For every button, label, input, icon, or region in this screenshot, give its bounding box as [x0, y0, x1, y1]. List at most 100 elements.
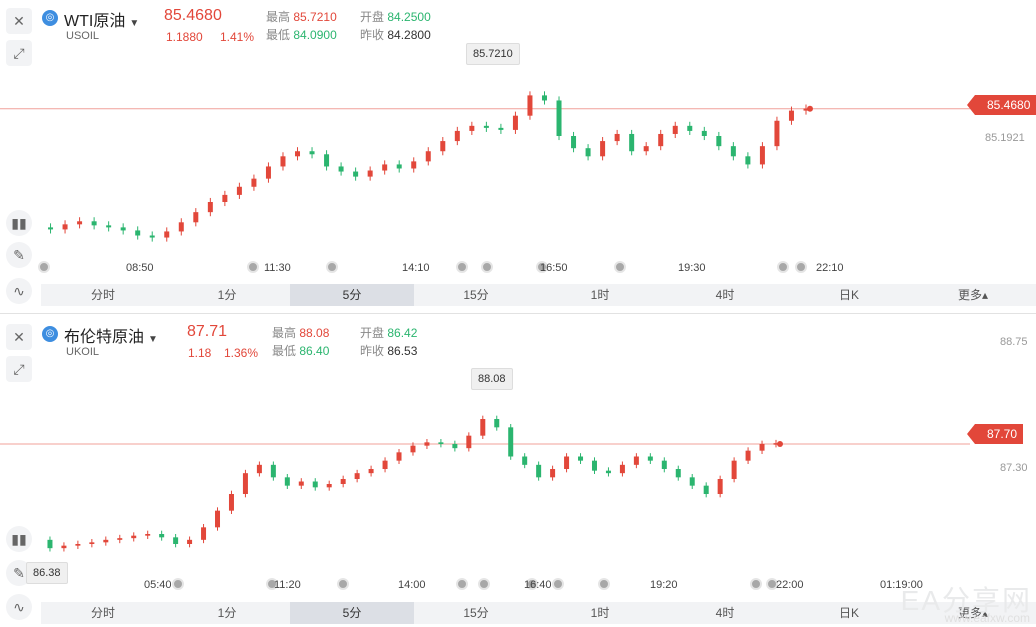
tab-timeframe-15m[interactable]: 15分 [463, 606, 489, 620]
candle-body [117, 538, 123, 540]
event-marker[interactable] [536, 261, 548, 273]
symbol-selector[interactable]: 布伦特原油 ▼ [64, 329, 158, 346]
tab-timeframe-intraday[interactable]: 分时 [90, 606, 115, 620]
expand-icon[interactable]: ⤢ [6, 356, 32, 382]
candle-body [309, 151, 315, 155]
tab-timeframe-more[interactable]: 更多▴ [957, 288, 989, 302]
brent-chart-panel: ✕ ⤢ ▮▮ ✎ ∿ ◎ 布伦特原油 ▼ UKOIL 87.71 1.18 1.3… [0, 313, 1036, 627]
candle-body [295, 151, 301, 157]
time-axis-label: 08:50 [126, 262, 154, 274]
candle-body [338, 166, 344, 172]
candle-body [164, 231, 170, 238]
candle-body [410, 445, 416, 453]
indicator-icon[interactable]: ∿ [6, 594, 32, 620]
candle-body [368, 469, 374, 474]
event-marker[interactable] [552, 578, 564, 590]
candle-body [773, 443, 779, 445]
candle-body [527, 95, 533, 116]
close-icon[interactable]: ✕ [6, 324, 32, 350]
candle-body [541, 95, 547, 101]
low-marker-label: 86.38 [26, 562, 68, 584]
time-axis-label: 16:50 [540, 262, 568, 274]
candle-body [91, 221, 97, 226]
event-marker[interactable] [456, 261, 468, 273]
time-axis-label: 11:20 [274, 579, 301, 591]
price-change-pct: 1.36% [224, 346, 259, 360]
candle-body [280, 156, 286, 167]
candle-type-icon[interactable]: ▮▮ [6, 210, 32, 236]
event-marker[interactable] [38, 261, 50, 273]
symbol-selector[interactable]: WTI原油 ▼ [64, 13, 140, 30]
event-marker[interactable] [598, 578, 610, 590]
candle-type-icon[interactable]: ▮▮ [6, 526, 32, 552]
prev-close-value: 84.2800 [387, 28, 431, 42]
tab-timeframe-intraday[interactable]: 分时 [90, 288, 115, 302]
candle-body [614, 133, 620, 142]
tab-timeframe-5m[interactable]: 5分 [290, 284, 414, 306]
event-marker[interactable] [750, 578, 762, 590]
tab-timeframe-15m[interactable]: 15分 [463, 288, 489, 302]
candle-body [605, 470, 611, 474]
wti-candlestick-chart[interactable] [0, 0, 1036, 313]
candle-body [469, 125, 475, 131]
candle-body [265, 166, 271, 179]
candle-body [425, 151, 431, 162]
candle-body [701, 130, 707, 136]
candle-body [658, 133, 664, 147]
expand-icon[interactable]: ⤢ [6, 40, 32, 66]
candle-body [703, 485, 709, 494]
low-label: 最低 [266, 28, 291, 42]
candle-body [717, 479, 723, 494]
candle-body [207, 202, 213, 213]
candle-body [745, 450, 751, 461]
event-marker[interactable] [247, 261, 259, 273]
close-icon[interactable]: ✕ [6, 8, 32, 34]
event-marker[interactable] [326, 261, 338, 273]
candle-body [89, 542, 95, 544]
event-marker[interactable] [766, 578, 778, 590]
indicator-icon[interactable]: ∿ [6, 278, 32, 304]
candle-body [382, 164, 388, 171]
brent-candlestick-chart[interactable] [0, 314, 1036, 627]
candle-body [367, 170, 373, 177]
tab-timeframe-more[interactable]: 更多▴ [957, 606, 989, 620]
high-value: 88.08 [299, 326, 330, 340]
event-marker[interactable] [266, 578, 278, 590]
tab-timeframe-5m[interactable]: 5分 [290, 602, 414, 624]
event-marker[interactable] [795, 261, 807, 273]
draw-pen-icon[interactable]: ✎ [6, 242, 32, 268]
tab-timeframe-1m[interactable]: 1分 [217, 288, 237, 302]
tab-timeframe-4h[interactable]: 4时 [715, 606, 735, 620]
tab-timeframe-1h[interactable]: 1时 [590, 606, 610, 620]
tab-timeframe-1m[interactable]: 1分 [217, 606, 237, 620]
candle-body [340, 479, 346, 484]
candle-body [354, 473, 360, 479]
candle-body [619, 464, 625, 474]
wti-chart-panel: ✕ ⤢ ▮▮ ✎ ∿ ◎ WTI原油 ▼ USOIL 85.4680 1.1880… [0, 0, 1036, 313]
high-marker-label: 88.08 [471, 368, 513, 390]
high-value: 85.7210 [293, 10, 337, 24]
tab-timeframe-daily[interactable]: 日K [838, 288, 859, 302]
candle-body [48, 227, 54, 230]
symbol-logo-icon: ◎ [42, 326, 58, 342]
event-marker[interactable] [456, 578, 468, 590]
candle-body [759, 444, 765, 451]
event-marker[interactable] [337, 578, 349, 590]
candle-body [661, 460, 667, 469]
tab-timeframe-1h[interactable]: 1时 [590, 288, 610, 302]
candle-body [312, 481, 318, 488]
event-marker[interactable] [777, 261, 789, 273]
price-change-pct: 1.41% [220, 30, 255, 44]
event-marker[interactable] [478, 578, 490, 590]
event-marker[interactable] [172, 578, 184, 590]
tab-timeframe-4h[interactable]: 4时 [715, 288, 735, 302]
symbol-logo-icon: ◎ [42, 10, 58, 26]
tab-timeframe-daily[interactable]: 日K [838, 606, 859, 620]
candle-body [643, 146, 649, 152]
event-marker[interactable] [614, 261, 626, 273]
event-marker[interactable] [526, 578, 538, 590]
candle-body [556, 100, 562, 136]
candle-body [75, 544, 81, 546]
candle-body [578, 456, 584, 461]
event-marker[interactable] [481, 261, 493, 273]
